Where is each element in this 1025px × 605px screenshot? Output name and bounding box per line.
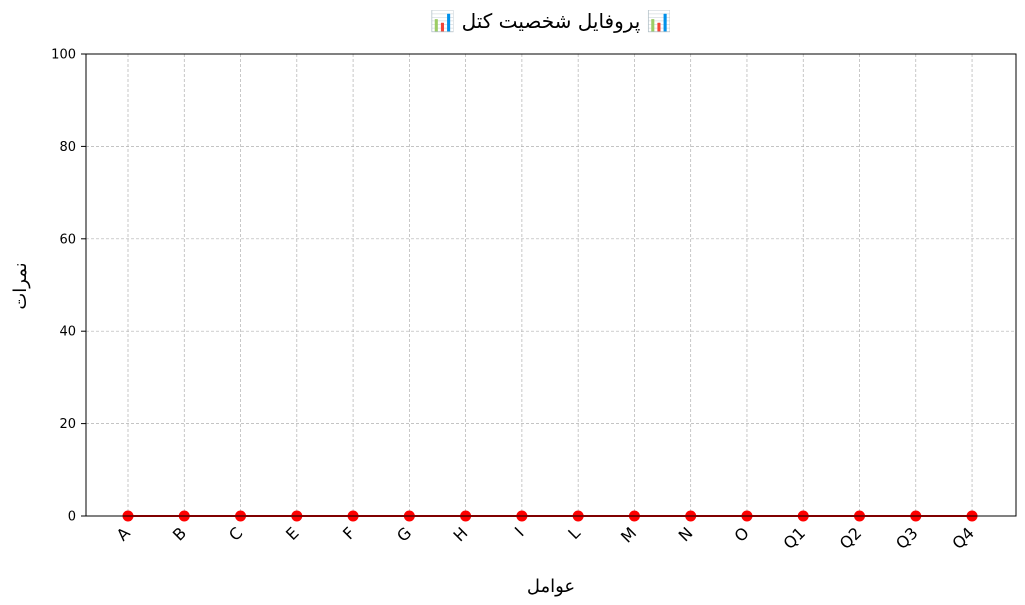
x-tick-label: B — [169, 523, 190, 544]
x-axis-ticks: A B C E F G H I L M N O Q1 Q2 Q3 Q4 — [113, 516, 978, 553]
x-tick-label: Q3 — [892, 523, 922, 553]
plot-frame — [85, 53, 1017, 517]
y-tick-label: 40 — [59, 325, 76, 340]
x-tick-label: M — [617, 523, 640, 546]
y-axis-label: نمرات — [10, 262, 31, 309]
y-tick-label: 0 — [68, 510, 76, 525]
x-tick-label: L — [564, 523, 584, 543]
y-axis-ticks: 0 20 40 60 80 100 — [51, 48, 86, 525]
x-tick-label: H — [450, 523, 472, 545]
x-tick-label: N — [675, 523, 697, 545]
y-tick-label: 20 — [59, 417, 76, 432]
y-tick-label: 100 — [51, 48, 76, 63]
x-tick-label: Q1 — [780, 523, 810, 553]
y-tick-label: 60 — [59, 232, 76, 247]
x-tick-label: F — [339, 523, 359, 543]
x-tick-label: Q2 — [836, 523, 866, 553]
chart-title: 📊 پروفایل شخصیت کتل 📊 — [430, 9, 671, 34]
x-tick-label: C — [225, 523, 246, 544]
x-axis-label: عوامل — [527, 576, 575, 597]
x-tick-label: Q4 — [948, 523, 978, 553]
y-tick-label: 80 — [59, 140, 76, 155]
x-tick-label: O — [730, 523, 752, 545]
x-tick-label: I — [511, 523, 528, 540]
x-tick-label: E — [282, 523, 303, 544]
grid — [86, 53, 1016, 517]
x-tick-label: G — [393, 523, 415, 545]
x-tick-label: A — [113, 523, 134, 544]
